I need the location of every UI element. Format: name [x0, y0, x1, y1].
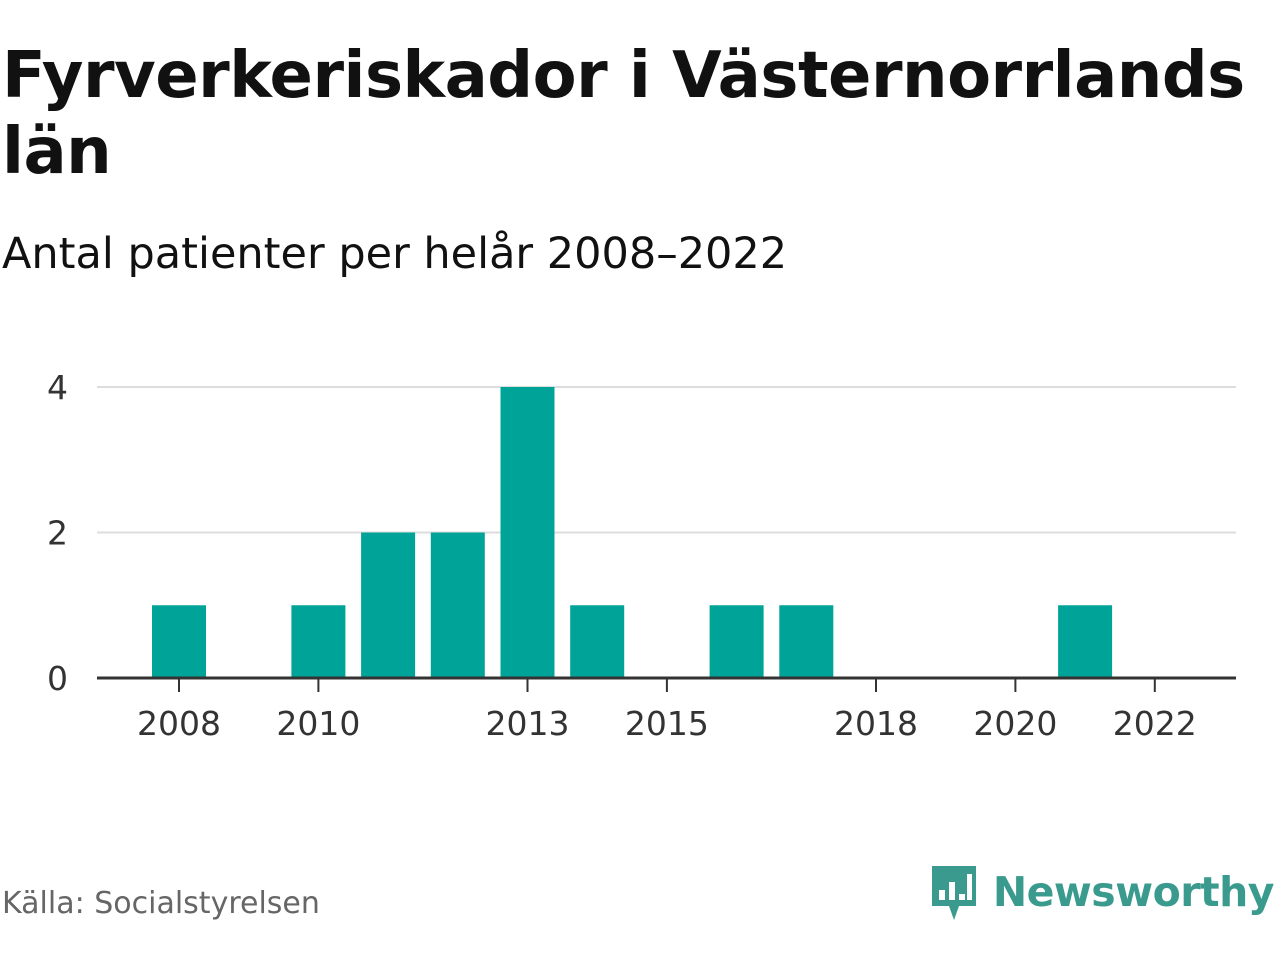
chart-title: Fyrverkeriskador i Västernorrlands län [2, 39, 1245, 189]
bar-2016 [709, 605, 764, 678]
x-axis [97, 676, 1236, 692]
chart-subtitle: Antal patienter per helår 2008–2022 [2, 229, 788, 279]
bar-2017 [779, 605, 834, 678]
bar-chart-bubble-icon [931, 866, 976, 920]
y-tick-label-4: 4 [47, 368, 68, 407]
bar-2014 [570, 605, 625, 678]
bars [152, 387, 1113, 678]
x-tick-label-2018: 2018 [834, 704, 918, 743]
bar-2012 [430, 532, 485, 678]
brand-name: Newsworthy [992, 868, 1275, 916]
bar-2008 [152, 605, 206, 678]
x-axis-labels: 2008 2010 2013 2015 2018 2020 2022 [137, 704, 1197, 743]
x-tick-label-2022: 2022 [1113, 704, 1197, 743]
bar-2013 [500, 387, 555, 678]
y-axis-labels: 0 2 4 [47, 368, 68, 698]
y-tick-label-0: 0 [47, 659, 68, 698]
x-tick-label-2020: 2020 [973, 704, 1057, 743]
grid-lines [97, 386, 1236, 534]
source-note: Källa: Socialstyrelsen [2, 886, 320, 921]
x-tick-label-2010: 2010 [276, 704, 360, 743]
x-tick-label-2015: 2015 [625, 704, 709, 743]
x-tick-label-2008: 2008 [137, 704, 221, 743]
bar-chart: 0 2 4 2008 2010 2013 2015 2018 2020 2022 [47, 368, 1236, 743]
bar-2021 [1058, 605, 1113, 678]
bar-2011 [361, 532, 416, 678]
y-tick-label-2: 2 [47, 514, 68, 553]
newsworthy-logo: Newsworthy [929, 862, 1275, 922]
x-tick-label-2013: 2013 [486, 704, 570, 743]
bar-2010 [291, 605, 346, 678]
